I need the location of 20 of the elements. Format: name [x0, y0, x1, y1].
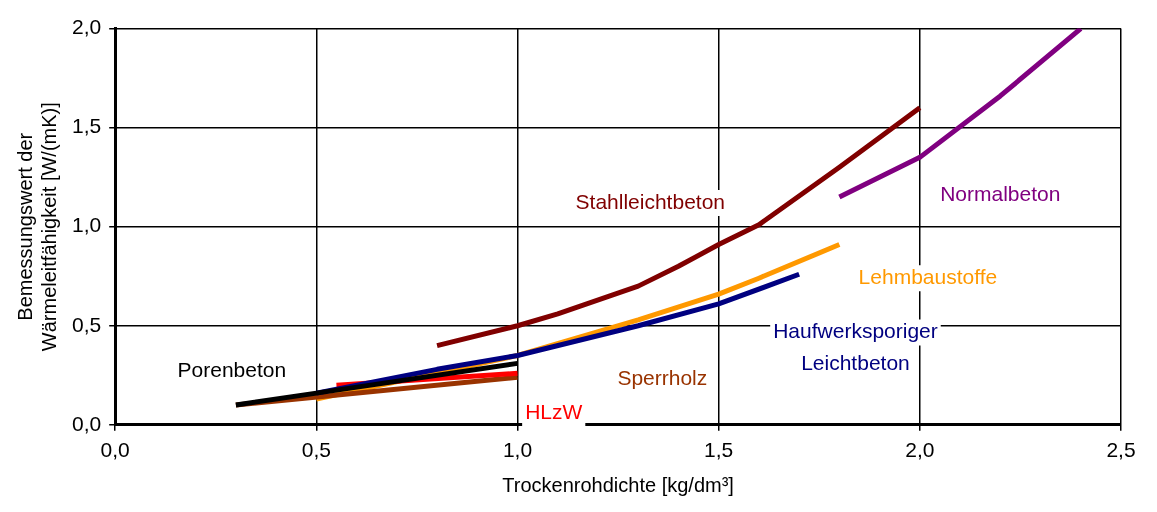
text: Sperrholz [617, 366, 708, 390]
x-tick-label: 1,0 [502, 438, 533, 462]
y-tick-label: 2,0 [71, 15, 102, 39]
x-tick-label: 0,5 [301, 438, 331, 462]
x-tick-label: 2,0 [905, 438, 935, 462]
y-tick-label: 0,5 [71, 312, 102, 336]
series-label: Normalbeton [940, 181, 1061, 205]
x-tick-label: 0,0 [100, 438, 130, 462]
y-tick-label: 1,0 [71, 213, 102, 237]
series-label: HLzW [525, 399, 583, 423]
y-axis-title: Bemessungswert der Wärmeleitfähigkeit [W/(mK)] [13, 102, 60, 352]
series-label: Haufwerksporiger Leichtbeton [773, 319, 938, 375]
series-label: Stahlleichtbeton [575, 189, 726, 213]
x-tick-label: 2,5 [1106, 438, 1136, 462]
y-tick-label: 0,0 [71, 411, 102, 435]
series-label: Porenbeton [177, 358, 287, 382]
x-axis-title: Trockenrohdichte [kg/dm³] [502, 473, 734, 496]
series-label: Lehmbaustoffe [858, 265, 998, 288]
x-tick-label: 1,5 [704, 438, 734, 462]
y-tick-label: 1,5 [71, 114, 102, 138]
